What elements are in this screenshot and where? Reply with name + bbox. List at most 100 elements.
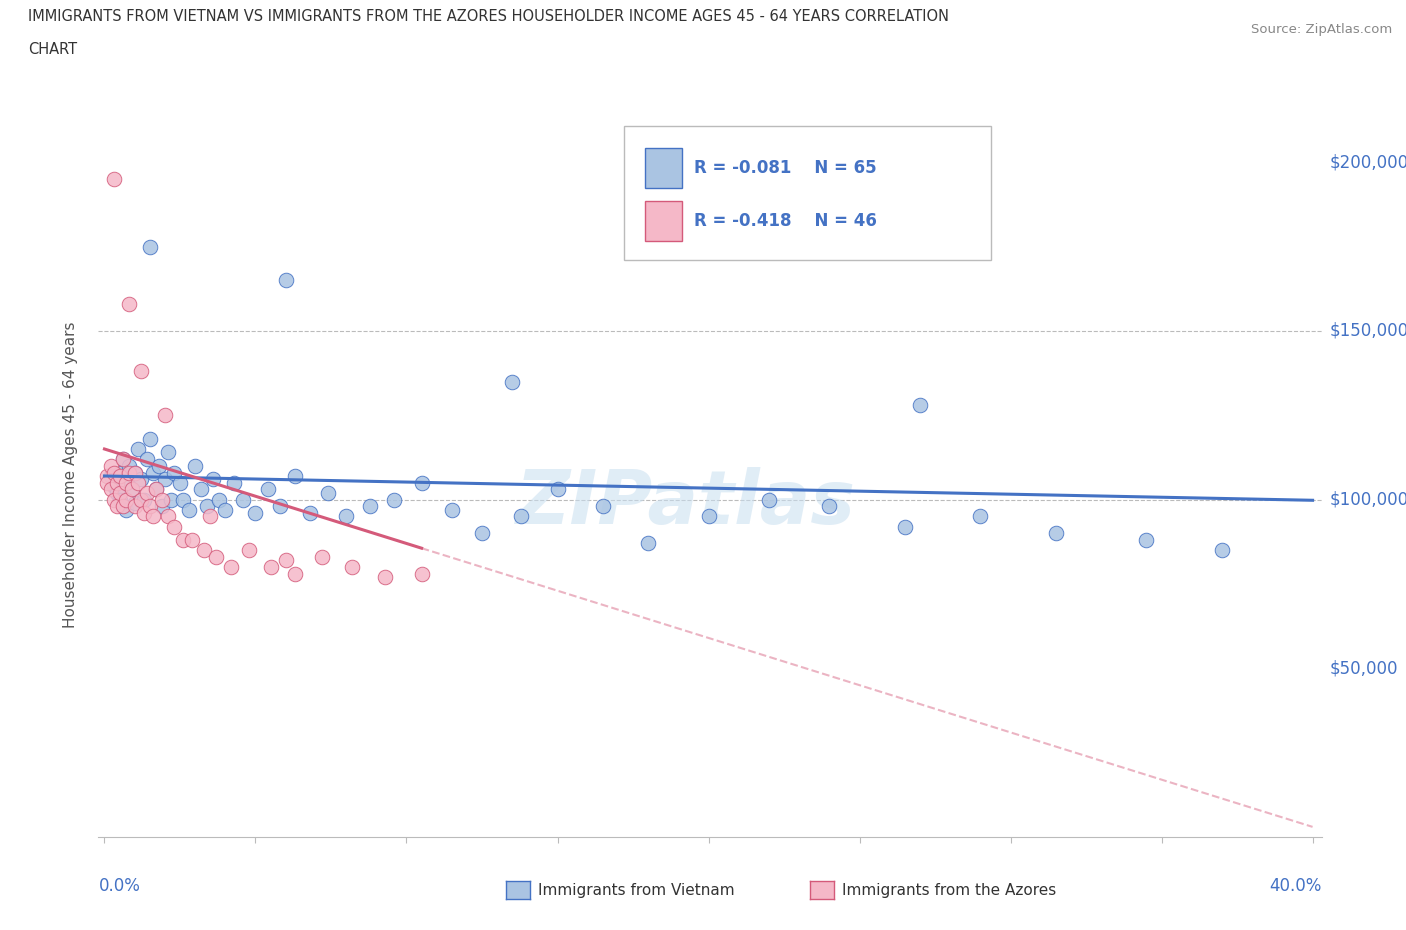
Point [145, 482, 167, 497]
Point [259, 560, 281, 575]
Point [121, 482, 143, 497]
Point [1135, 533, 1157, 548]
Text: Source: ZipAtlas.com: Source: ZipAtlas.com [1251, 23, 1392, 36]
Text: 40.0%: 40.0% [1270, 877, 1322, 895]
Point [894, 519, 917, 534]
Point [758, 492, 780, 507]
Point [190, 482, 212, 497]
Point [340, 560, 363, 575]
Y-axis label: Householder Income Ages 45 - 64 years: Householder Income Ages 45 - 64 years [63, 321, 77, 628]
Point [198, 509, 221, 524]
Point [108, 469, 131, 484]
Point [108, 465, 131, 480]
Point [124, 465, 146, 480]
Point [184, 458, 207, 473]
Text: 0.0%: 0.0% [98, 877, 141, 895]
Point [637, 536, 659, 551]
Point [160, 492, 183, 507]
Point [232, 492, 254, 507]
Point [127, 442, 149, 457]
Text: R = -0.418    N = 46: R = -0.418 N = 46 [695, 212, 877, 230]
Point [124, 498, 146, 513]
Point [969, 509, 991, 524]
Text: ZIPatlas: ZIPatlas [516, 467, 856, 539]
FancyBboxPatch shape [645, 148, 682, 188]
Point [1211, 543, 1233, 558]
Point [908, 398, 931, 413]
Point [96, 469, 118, 484]
Point [384, 492, 406, 507]
Point [224, 475, 246, 490]
Text: Immigrants from the Azores: Immigrants from the Azores [842, 883, 1056, 897]
Point [145, 482, 167, 497]
Point [156, 445, 179, 459]
Point [411, 475, 433, 490]
Point [697, 509, 720, 524]
Point [105, 498, 128, 513]
Point [111, 452, 134, 467]
Point [114, 475, 136, 490]
Point [202, 472, 225, 486]
Point [374, 570, 396, 585]
Point [117, 297, 139, 312]
Point [117, 465, 139, 480]
FancyBboxPatch shape [624, 126, 991, 260]
Point [100, 482, 122, 497]
Text: IMMIGRANTS FROM VIETNAM VS IMMIGRANTS FROM THE AZORES HOUSEHOLDER INCOME AGES 45: IMMIGRANTS FROM VIETNAM VS IMMIGRANTS FR… [28, 9, 949, 24]
Point [311, 550, 333, 565]
Point [284, 566, 307, 581]
Point [238, 543, 260, 558]
Point [142, 465, 165, 480]
Text: CHART: CHART [28, 42, 77, 57]
Point [818, 498, 841, 513]
Point [274, 272, 297, 287]
Point [274, 553, 297, 568]
Point [471, 525, 494, 540]
Point [117, 458, 139, 473]
Point [114, 492, 136, 507]
Point [103, 479, 125, 494]
Point [1045, 525, 1067, 540]
Point [181, 533, 204, 548]
Point [163, 465, 186, 480]
Point [111, 452, 134, 467]
Point [411, 566, 433, 581]
Point [440, 502, 463, 517]
Point [592, 498, 614, 513]
FancyBboxPatch shape [645, 201, 682, 241]
Point [124, 496, 146, 511]
Point [135, 485, 157, 500]
Point [150, 498, 173, 513]
Point [132, 492, 155, 507]
Point [335, 509, 357, 524]
Point [103, 172, 125, 187]
Point [114, 502, 136, 517]
Point [105, 485, 128, 500]
Point [153, 472, 176, 486]
Point [103, 492, 125, 507]
Point [127, 475, 149, 490]
Text: Immigrants from Vietnam: Immigrants from Vietnam [538, 883, 735, 897]
Text: $150,000: $150,000 [1330, 322, 1406, 339]
Point [163, 519, 186, 534]
Point [221, 560, 243, 575]
Point [148, 458, 170, 473]
Point [114, 475, 136, 490]
Point [195, 498, 218, 513]
Point [139, 498, 162, 513]
Text: R = -0.081    N = 65: R = -0.081 N = 65 [695, 159, 877, 178]
Point [208, 492, 231, 507]
Point [111, 498, 134, 513]
Text: $50,000: $50,000 [1330, 659, 1399, 677]
Point [139, 239, 162, 254]
Point [510, 509, 533, 524]
Point [103, 465, 125, 480]
Point [547, 482, 569, 497]
Point [139, 432, 162, 446]
Point [245, 506, 267, 521]
Point [172, 492, 194, 507]
Point [100, 458, 122, 473]
Point [501, 374, 523, 389]
Point [256, 482, 278, 497]
Point [129, 492, 152, 507]
